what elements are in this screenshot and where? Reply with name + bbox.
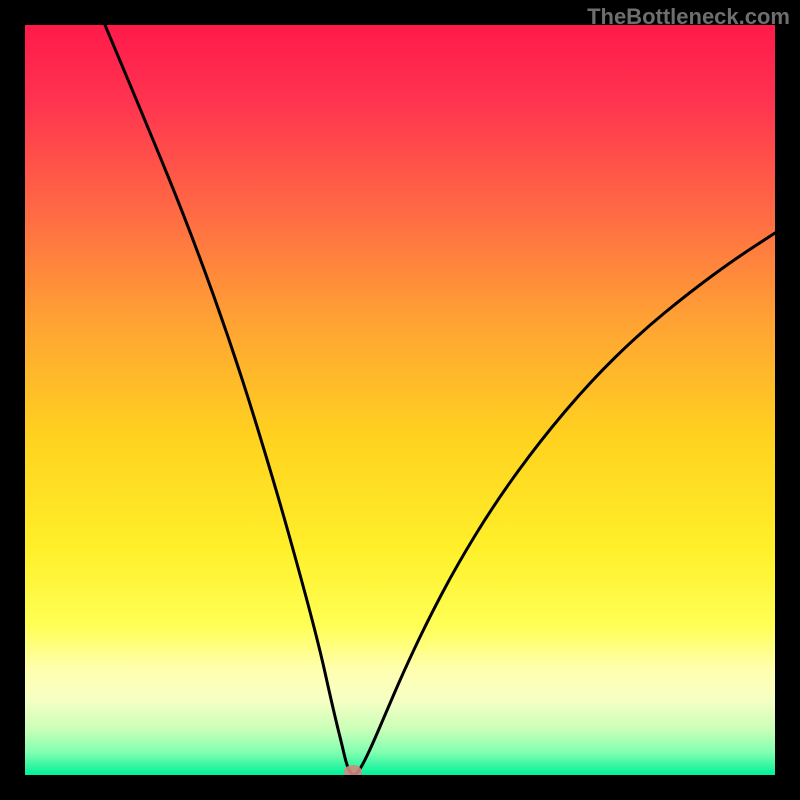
curve-path — [105, 25, 775, 775]
plot-area — [25, 25, 775, 775]
chart-container: TheBottleneck.com — [0, 0, 800, 800]
bottleneck-curve — [25, 25, 775, 775]
